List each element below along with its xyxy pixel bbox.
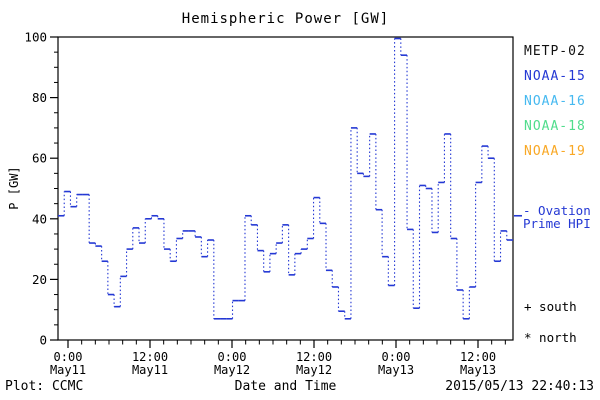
x-tick-date-label: May11 (132, 363, 168, 377)
y-tick-label: 40 (32, 211, 47, 226)
x-tick-time-label: 12:00 (460, 350, 496, 364)
x-tick-date-label: May12 (296, 363, 332, 377)
ovation-label-line1: - Ovation (523, 203, 591, 218)
ovation-prime-hpi-label: - Ovation Prime HPI (523, 203, 591, 231)
y-tick-label: 100 (24, 30, 47, 45)
x-tick-date-label: May12 (214, 363, 250, 377)
x-tick-time-label: 0:00 (382, 350, 411, 364)
legend-item-metp02: METP-02 (524, 44, 586, 59)
y-tick-label: 80 (32, 90, 47, 105)
x-tick-date-label: May11 (50, 363, 86, 377)
x-tick-time-label: 0:00 (54, 350, 83, 364)
y-axis-label: P [GW] (7, 166, 21, 210)
legend-item-noaa16: NOAA-16 (524, 94, 586, 109)
y-tick-label: 0 (39, 333, 47, 348)
legend-item-noaa18: NOAA-18 (524, 119, 586, 134)
x-axis-title: Date and Time (234, 379, 337, 394)
x-tick-time-label: 12:00 (296, 350, 332, 364)
page-title: Hemispheric Power [GW] (181, 11, 390, 27)
plot-credit: Plot: CCMC (5, 379, 84, 394)
x-tick-time-label: 12:00 (132, 350, 168, 364)
legend-item-noaa19: NOAA-19 (524, 144, 586, 159)
legend-item-noaa15: NOAA-15 (524, 69, 586, 84)
y-tick-label: 60 (32, 151, 47, 166)
x-tick-date-label: May13 (378, 363, 414, 377)
plot-frame (57, 36, 514, 341)
x-tick-date-label: May13 (460, 363, 496, 377)
north-marker-legend: * north (524, 330, 577, 345)
x-tick-time-label: 0:00 (218, 350, 247, 364)
south-marker-legend: + south (524, 299, 577, 314)
plot-timestamp: 2015/05/13 22:40:13 (445, 379, 594, 394)
y-tick-label: 20 (32, 272, 47, 287)
ovation-label-line2: Prime HPI (523, 215, 591, 231)
